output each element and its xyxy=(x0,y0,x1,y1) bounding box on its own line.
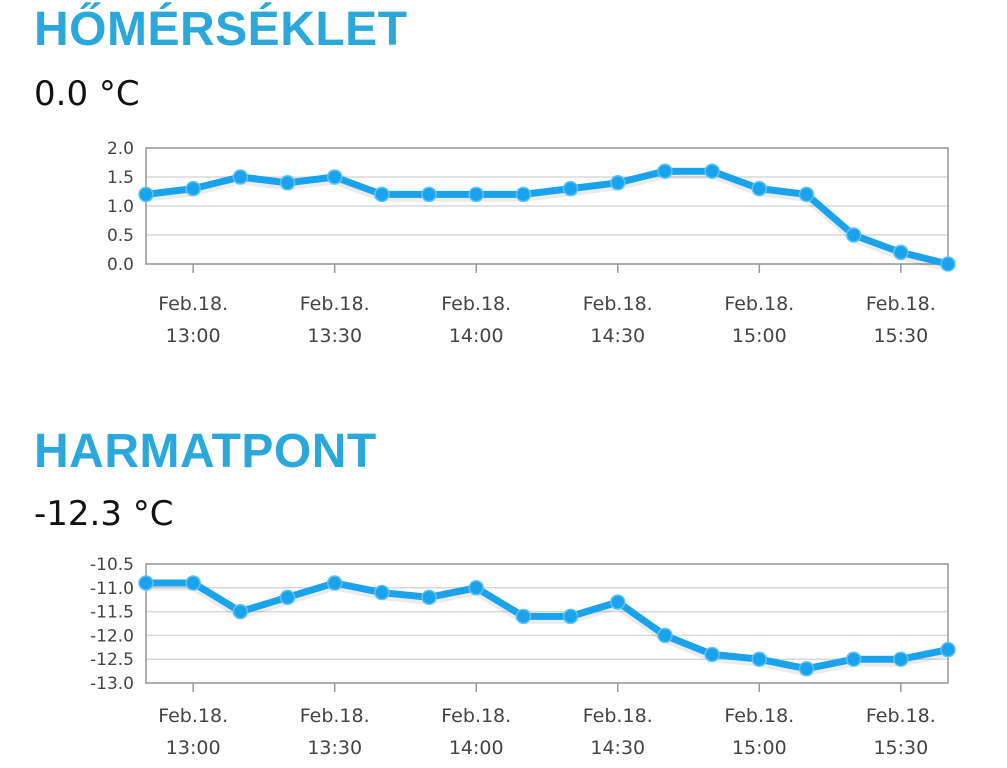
y-tick-label: 2.0 xyxy=(107,139,134,159)
data-point xyxy=(468,186,484,203)
data-point xyxy=(704,163,720,179)
data-point xyxy=(468,580,484,596)
data-point xyxy=(562,180,579,197)
y-tick-label: -11.5 xyxy=(90,603,134,623)
data-point xyxy=(185,180,201,197)
data-point xyxy=(326,575,343,591)
y-tick-label: -12.5 xyxy=(90,650,134,670)
data-point xyxy=(515,186,532,203)
y-tick-label: -13.0 xyxy=(90,674,134,694)
x-tick-label-time: 15:30 xyxy=(873,737,928,759)
dewpoint-title: HARMATPONT xyxy=(34,425,377,478)
series-line xyxy=(142,167,952,268)
x-tick-label-time: 13:30 xyxy=(307,325,362,347)
data-point xyxy=(845,227,862,243)
x-tick-label-time: 13:00 xyxy=(166,737,221,759)
temperature-section: HŐMÉRSÉKLET 0.0 °C 2.0 1.5 1.0 0.5 0.0 Feb.18… xyxy=(0,0,1007,380)
x-tick-label-time: 14:00 xyxy=(449,737,504,759)
x-tick-label-time: 14:30 xyxy=(590,737,645,759)
temperature-chart: 2.0 1.5 1.0 0.5 0.0 Feb.18. 13:00 Feb.18. 13:30 F… xyxy=(107,139,956,347)
x-tick-label-time: 13:00 xyxy=(166,325,221,347)
dewpoint-value: -12.3 °C xyxy=(34,494,174,534)
data-point xyxy=(610,175,626,191)
data-point xyxy=(232,603,249,620)
x-tick-label-time: 15:30 xyxy=(873,325,928,347)
data-point xyxy=(798,660,815,677)
data-point xyxy=(940,641,956,658)
data-point xyxy=(657,163,673,179)
y-tick-label: -11.0 xyxy=(90,579,134,599)
data-point xyxy=(374,186,390,203)
x-tick-label-time: 14:30 xyxy=(590,325,645,347)
data-point xyxy=(893,244,909,261)
y-tick-label: 0.5 xyxy=(107,226,134,246)
x-tick-label-date: Feb.18. xyxy=(866,293,936,315)
data-point xyxy=(562,608,579,625)
y-tick-label: 1.0 xyxy=(107,197,134,217)
temperature-value: 0.0 °C xyxy=(34,74,140,114)
series-line xyxy=(142,579,952,673)
data-point xyxy=(657,627,673,644)
y-tick-label: 1.5 xyxy=(107,168,134,188)
data-point xyxy=(232,169,249,185)
dewpoint-chart: -10.5 -11.0 -11.5 -12.0 -12.5 -13.0 Feb.18. 13:… xyxy=(90,555,956,759)
data-point xyxy=(610,594,626,610)
data-point xyxy=(421,186,437,203)
x-tick-label-time: 15:00 xyxy=(732,325,787,347)
data-point xyxy=(279,589,296,606)
x-tick-label-time: 14:00 xyxy=(449,325,504,347)
x-tick-label-date: Feb.18. xyxy=(441,705,511,727)
plot-frame xyxy=(145,147,949,265)
data-point xyxy=(893,651,909,667)
data-point xyxy=(751,651,768,667)
dewpoint-section: HARMATPONT -12.3 °C -10.5 -11.0 -11.5 -12.0… xyxy=(0,410,1007,768)
data-point xyxy=(751,180,768,197)
data-point xyxy=(421,589,437,606)
x-tick-label-date: Feb.18. xyxy=(724,293,794,315)
data-point xyxy=(138,575,154,591)
x-tick-label-date: Feb.18. xyxy=(300,293,370,315)
data-point xyxy=(704,646,720,663)
x-tick-label-date: Feb.18. xyxy=(158,293,228,315)
x-tick-label-time: 15:00 xyxy=(732,737,787,759)
plot-frame xyxy=(145,563,949,684)
x-tick-label-date: Feb.18. xyxy=(583,293,653,315)
data-point xyxy=(279,175,296,191)
data-point xyxy=(185,575,201,591)
data-point xyxy=(326,169,343,185)
x-tick-label-date: Feb.18. xyxy=(158,705,228,727)
data-point xyxy=(515,608,532,625)
data-point xyxy=(845,651,862,667)
x-tick-label-date: Feb.18. xyxy=(300,705,370,727)
data-point xyxy=(138,186,154,203)
y-tick-label: 0.0 xyxy=(107,255,134,275)
y-tick-label: -10.5 xyxy=(90,555,134,575)
x-tick-label-time: 13:30 xyxy=(307,737,362,759)
y-tick-label: -12.0 xyxy=(90,626,134,646)
temperature-title: HŐMÉRSÉKLET xyxy=(34,3,408,56)
data-point xyxy=(374,584,390,601)
x-tick-label-date: Feb.18. xyxy=(866,705,936,727)
x-tick-label-date: Feb.18. xyxy=(583,705,653,727)
data-point xyxy=(940,256,956,272)
data-point xyxy=(798,186,815,203)
x-tick-label-date: Feb.18. xyxy=(724,705,794,727)
x-tick-label-date: Feb.18. xyxy=(441,293,511,315)
